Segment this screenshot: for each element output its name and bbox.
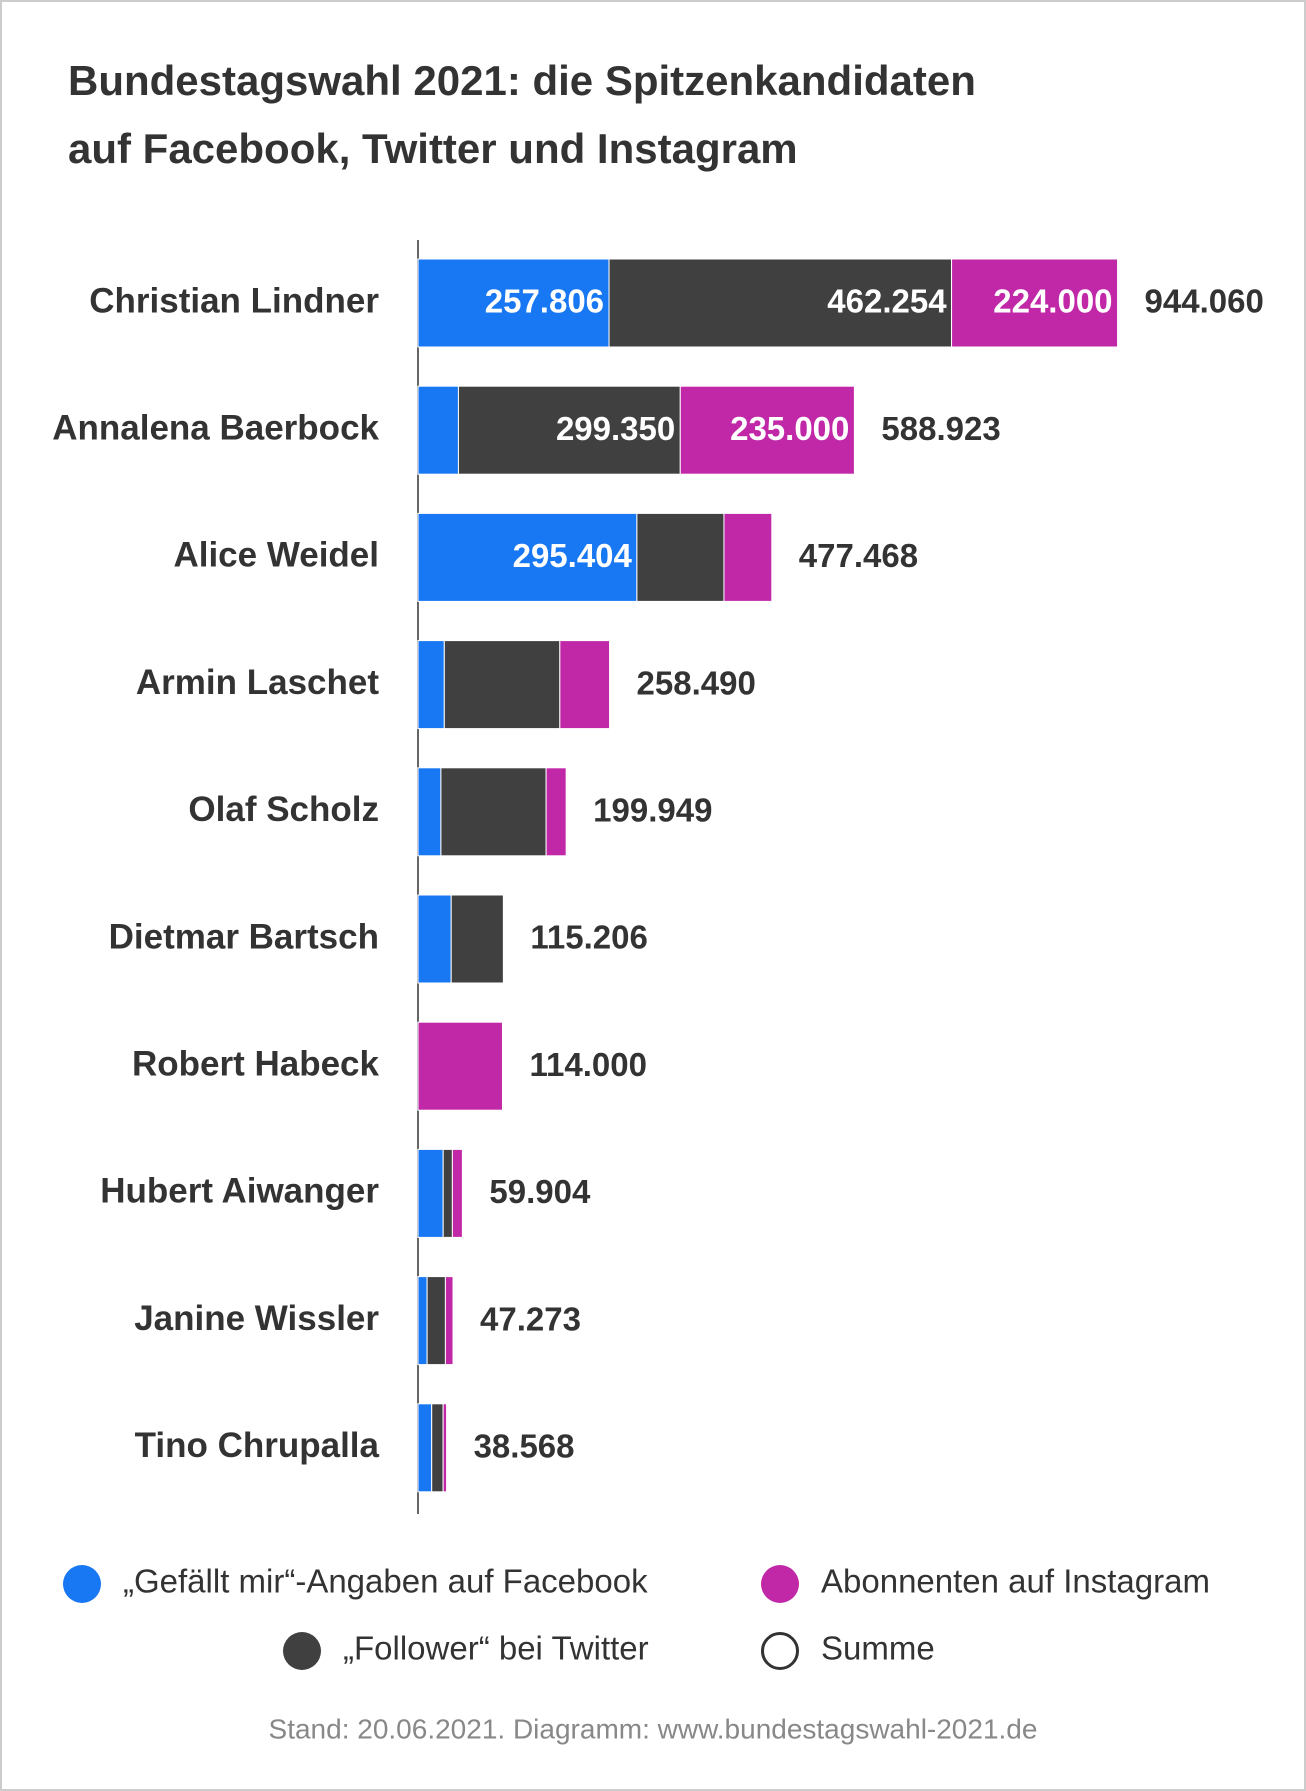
bar-segment [417, 258, 610, 348]
value-label: 295.404 [513, 537, 633, 574]
total-label: 477.468 [799, 537, 918, 574]
total-label: 944.060 [1145, 283, 1264, 320]
bar-segment [545, 767, 567, 857]
bar-segment [417, 385, 459, 475]
category-label: Hubert Aiwanger [100, 1172, 379, 1211]
legend-label: Summe [821, 1630, 935, 1667]
bar-segment [417, 1021, 503, 1111]
value-label: 224.000 [993, 283, 1112, 320]
chart-title: auf Facebook, Twitter und Instagram [68, 125, 798, 172]
bar-segment [442, 1403, 448, 1493]
category-label: Armin Laschet [136, 663, 379, 702]
category-label: Annalena Baerbock [52, 408, 379, 447]
bar-segment [417, 512, 638, 602]
value-label: 462.254 [827, 283, 947, 320]
bar-segment [451, 1148, 463, 1238]
category-label: Dietmar Bartsch [109, 917, 379, 956]
bar-segment [417, 1276, 428, 1366]
bar-segment [417, 1403, 433, 1493]
bar-segment [440, 767, 547, 857]
bar-segment [417, 894, 452, 984]
legend-label: „Follower“ bei Twitter [343, 1630, 649, 1667]
value-label: 235.000 [730, 410, 849, 447]
total-label: 47.273 [480, 1300, 581, 1337]
legend-swatch [761, 1565, 799, 1603]
total-label: 59.904 [489, 1173, 591, 1210]
category-label: Robert Habeck [132, 1044, 380, 1083]
legend-swatch [63, 1565, 101, 1603]
bar-segment [951, 258, 1119, 348]
total-label: 115.206 [530, 919, 647, 956]
category-label: Janine Wissler [134, 1299, 379, 1338]
legend-swatch [283, 1632, 321, 1670]
category-label: Tino Chrupalla [135, 1426, 380, 1465]
bar-segment [636, 512, 725, 602]
chart-title: Bundestagswahl 2021: die Spitzenkandidat… [68, 57, 976, 104]
category-label: Olaf Scholz [188, 790, 379, 829]
bar-segment [442, 1148, 453, 1238]
bar-segment [426, 1276, 446, 1366]
value-label: 299.350 [556, 410, 675, 447]
legend-swatch [761, 1632, 799, 1670]
legend-label: Abonnenten auf Instagram [821, 1563, 1210, 1600]
bar-segment [457, 385, 681, 475]
bar-segment [417, 767, 442, 857]
bar-segment [559, 640, 611, 730]
bar-segment [444, 1276, 454, 1366]
bar-segment [417, 640, 445, 730]
bar-segment [417, 1148, 444, 1238]
bar-segment [443, 640, 561, 730]
total-label: 199.949 [593, 792, 712, 829]
category-label: Christian Lindner [89, 281, 379, 320]
footer: Stand: 20.06.2021. Diagramm: www.bundest… [269, 1713, 1038, 1744]
total-label: 588.923 [881, 410, 1000, 447]
bar-segment [679, 385, 855, 475]
bar-segment [723, 512, 773, 602]
category-label: Alice Weidel [173, 536, 379, 575]
total-label: 38.568 [474, 1428, 575, 1465]
bar-segment [450, 894, 504, 984]
bar-segment [431, 1403, 444, 1493]
value-label: 257.806 [485, 283, 604, 320]
legend-label: „Gefällt mir“-Angaben auf Facebook [123, 1563, 648, 1600]
total-label: 114.000 [529, 1046, 646, 1083]
total-label: 258.490 [637, 664, 756, 701]
